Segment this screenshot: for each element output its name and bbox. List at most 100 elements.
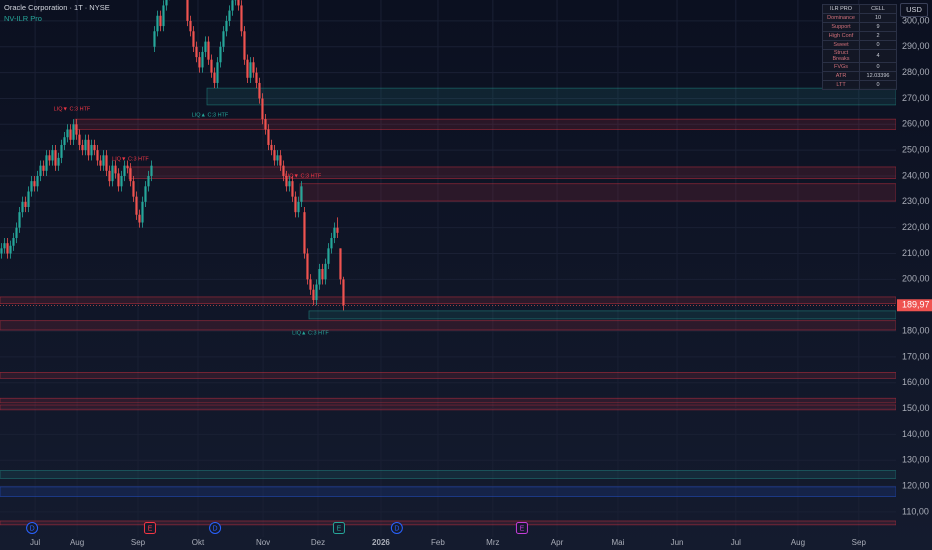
candle-body [246,59,249,78]
candle-body [42,165,45,171]
liquidity-zone [0,486,896,497]
candle-body [237,0,240,6]
x-tick-label: Nov [256,538,270,547]
y-tick-label: 160,00 [902,377,930,387]
candle-body [291,181,294,197]
table-cell: CELL [859,4,897,14]
candle-body [267,129,270,145]
candle-body [192,31,195,47]
y-tick-label: 240,00 [902,170,930,180]
candle-body [279,155,282,166]
candle-body [249,62,252,78]
candle-body [297,201,300,213]
liquidity-zone [0,320,896,331]
candle-body [144,186,147,202]
candle-body [0,248,3,254]
candle-body [6,243,9,254]
candle-body [150,165,153,176]
candle-body [126,165,129,169]
y-tick-label: 280,00 [902,67,930,77]
table-row: Dominance 10 [822,13,897,23]
candle-body [48,155,51,161]
candle-body [342,279,345,306]
table-row: Struct Breaks 4 [822,49,897,63]
candle-body [21,201,24,213]
candle-body [219,46,222,63]
candle-body [129,168,132,182]
candle-body [60,144,63,158]
candle-body [81,144,84,151]
y-tick-label: 120,00 [902,480,930,490]
candle-body [243,31,246,60]
y-tick-label: 150,00 [902,403,930,413]
candle-body [303,212,306,254]
candle-body [15,227,18,239]
candle-body [105,155,108,171]
y-tick-label: 140,00 [902,429,930,439]
candle-body [87,139,90,156]
candle-body [300,186,303,202]
y-tick-label: 300,00 [902,15,930,25]
candle-body [255,72,258,83]
candle-body [339,248,342,280]
liquidity-zone [308,310,896,320]
table-cell: ATR [822,71,860,81]
candle-body [204,41,207,52]
candle-body [231,0,234,11]
candle-body [321,269,324,280]
table-cell: ILR PRO [822,4,860,14]
zone-annotation: LIQ▼ C:3 HTF [112,156,149,162]
liquidity-zone [0,404,896,411]
y-tick-label: 130,00 [902,455,930,465]
candle-body [123,165,126,176]
table-row: LTT 0 [822,80,897,90]
y-tick-label: 230,00 [902,196,930,206]
candle-body [162,5,165,27]
table-cell: Sweet [822,40,860,50]
candle-body [213,72,216,83]
liquidity-zone [0,372,896,379]
event-marker [143,522,156,534]
candle-body [222,31,225,47]
candle-body [39,165,42,176]
candle-body [108,170,111,182]
candle-body [273,150,276,161]
candle-body [240,5,243,32]
table-cell: Struct Breaks [822,49,860,63]
event-marker [390,522,403,534]
candle-body [264,119,267,130]
liquidity-zone [128,166,896,179]
candle-body [111,165,114,182]
candle-body [24,201,27,207]
axes: 300,00 290,00 280,00 270,00 260,00 250,00 240,… [26,15,932,547]
x-tick-label: Feb [431,538,445,547]
candle-body [96,150,99,161]
table-cell: High Conf [822,31,860,41]
candle-body [45,155,48,171]
event-label: E [337,525,342,532]
candle-body [9,245,12,254]
candle-body [27,191,30,207]
candle-body [3,243,6,249]
candle-body [285,175,288,187]
liquidity-zone [0,470,896,479]
candle-body [336,227,339,233]
currency-button[interactable]: USD [900,3,928,17]
event-marker [515,522,528,534]
liquidity-zone [0,296,896,304]
zone-annotation: LIQ▼ C:3 HTF [285,173,322,179]
zone-annotation: LIQ▼ C:3 HTF [54,107,91,113]
chart-title: Oracle Corporation · 1T · NYSE [4,3,110,12]
x-tick-label: 2026 [372,538,390,547]
candle-body [114,165,117,174]
candle-body [309,279,312,290]
table-cell: FVGs [822,62,860,72]
candle-body [69,129,72,140]
table-cell: Support [822,22,860,32]
table-cell: 0 [859,80,897,90]
candle-body [102,155,105,166]
table-cell: 0 [859,62,897,72]
y-tick-label: 180,00 [902,325,930,335]
y-tick-label: 250,00 [902,145,930,155]
